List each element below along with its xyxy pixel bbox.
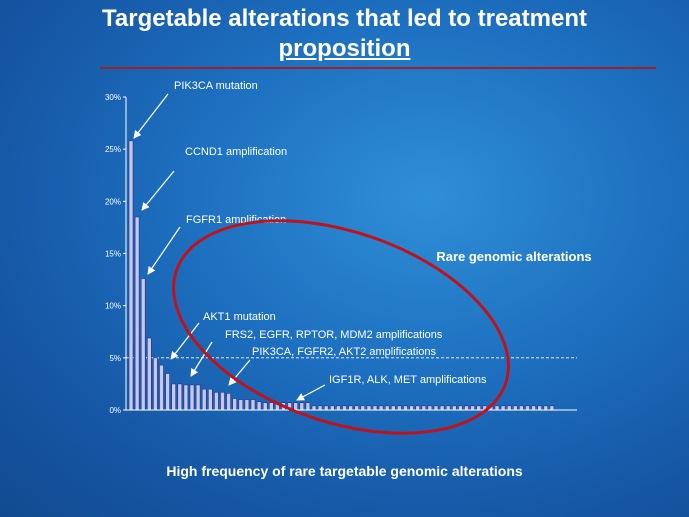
bar [464, 405, 469, 411]
annotation-label: IGF1R, ALK, MET amplifications [329, 374, 487, 386]
bar [147, 337, 152, 411]
bar [329, 405, 335, 411]
annotation-arrow [133, 93, 169, 139]
annotation-arrow [228, 359, 251, 386]
annotation-arrow [190, 341, 213, 377]
bar [305, 402, 311, 411]
annotation-label: FRS2, EGFR, RPTOR, MDM2 amplifications [225, 329, 443, 341]
y-tick-label: 30% [105, 93, 121, 102]
y-tick-label: 5% [109, 354, 121, 363]
bar [445, 405, 451, 411]
bar [433, 405, 439, 411]
bar [378, 405, 384, 411]
title-divider [100, 67, 656, 69]
bar [415, 405, 421, 411]
bar [323, 405, 329, 411]
bar [451, 405, 457, 411]
bar [397, 405, 402, 411]
bar [537, 405, 543, 411]
bar [525, 405, 530, 411]
bar [403, 405, 408, 411]
y-tick-label: 10% [105, 302, 121, 311]
bar [421, 405, 427, 411]
annotation-arrow [296, 384, 326, 401]
bar [140, 278, 146, 411]
bar [409, 405, 414, 411]
bar [226, 393, 231, 411]
annotation-arrow [147, 226, 181, 275]
annotation-label: PIK3CA, FGFR2, AKT2 amplifications [252, 346, 437, 358]
bar [195, 384, 201, 411]
bar [519, 405, 524, 411]
bar [244, 399, 250, 411]
bar [208, 388, 213, 411]
bar [384, 405, 390, 411]
bar [183, 384, 189, 411]
bar [494, 405, 500, 411]
bar [348, 405, 353, 411]
bar [177, 383, 183, 411]
bar [171, 383, 176, 411]
bar [543, 405, 549, 411]
bar [128, 140, 134, 411]
bar [153, 357, 158, 411]
bar [354, 405, 360, 411]
bar [342, 405, 347, 411]
bar [165, 373, 170, 411]
bar [390, 405, 396, 411]
bar [159, 364, 164, 411]
bar [427, 405, 433, 411]
bar [317, 405, 323, 411]
bar [134, 216, 140, 411]
bar [336, 405, 341, 411]
bar [500, 405, 506, 411]
bar [549, 405, 555, 411]
slide-title: Targetable alterations that led to treat… [0, 4, 689, 64]
bar [439, 405, 445, 411]
bar [214, 391, 219, 411]
bar [299, 402, 305, 411]
bar [256, 401, 262, 411]
annotation-label: AKT1 mutation [203, 311, 276, 323]
bar [268, 402, 274, 411]
bar [262, 402, 268, 411]
bar [506, 405, 512, 411]
bar [531, 405, 536, 411]
bar [366, 405, 372, 411]
bar [311, 405, 317, 411]
footer-caption: High frequency of rare targetable genomi… [166, 463, 523, 479]
bar [238, 399, 244, 411]
bar [512, 405, 518, 411]
annotation-arrow [141, 170, 175, 211]
rare-alterations-label: Rare genomic alterations [436, 249, 591, 264]
y-tick-label: 15% [105, 250, 121, 259]
annotation-label: PIK3CA mutation [174, 80, 258, 92]
bar [372, 405, 378, 411]
title-line-2: proposition [278, 35, 411, 62]
bar [476, 405, 482, 411]
y-tick-label: 25% [105, 145, 121, 154]
bar [293, 402, 299, 411]
bar [232, 398, 237, 411]
bar [220, 391, 225, 411]
rare-alterations-ellipse [172, 219, 510, 435]
title-line-1: Targetable alterations that led to treat… [102, 5, 587, 32]
bar [189, 384, 195, 411]
annotation-arrow [170, 322, 200, 360]
bar [201, 388, 207, 411]
annotation-label: CCND1 amplification [185, 146, 287, 158]
y-tick-label: 0% [109, 406, 121, 415]
y-tick-label: 20% [105, 197, 121, 206]
bar [360, 405, 366, 411]
bar [470, 405, 475, 411]
bar [250, 399, 256, 411]
bar [458, 405, 463, 411]
